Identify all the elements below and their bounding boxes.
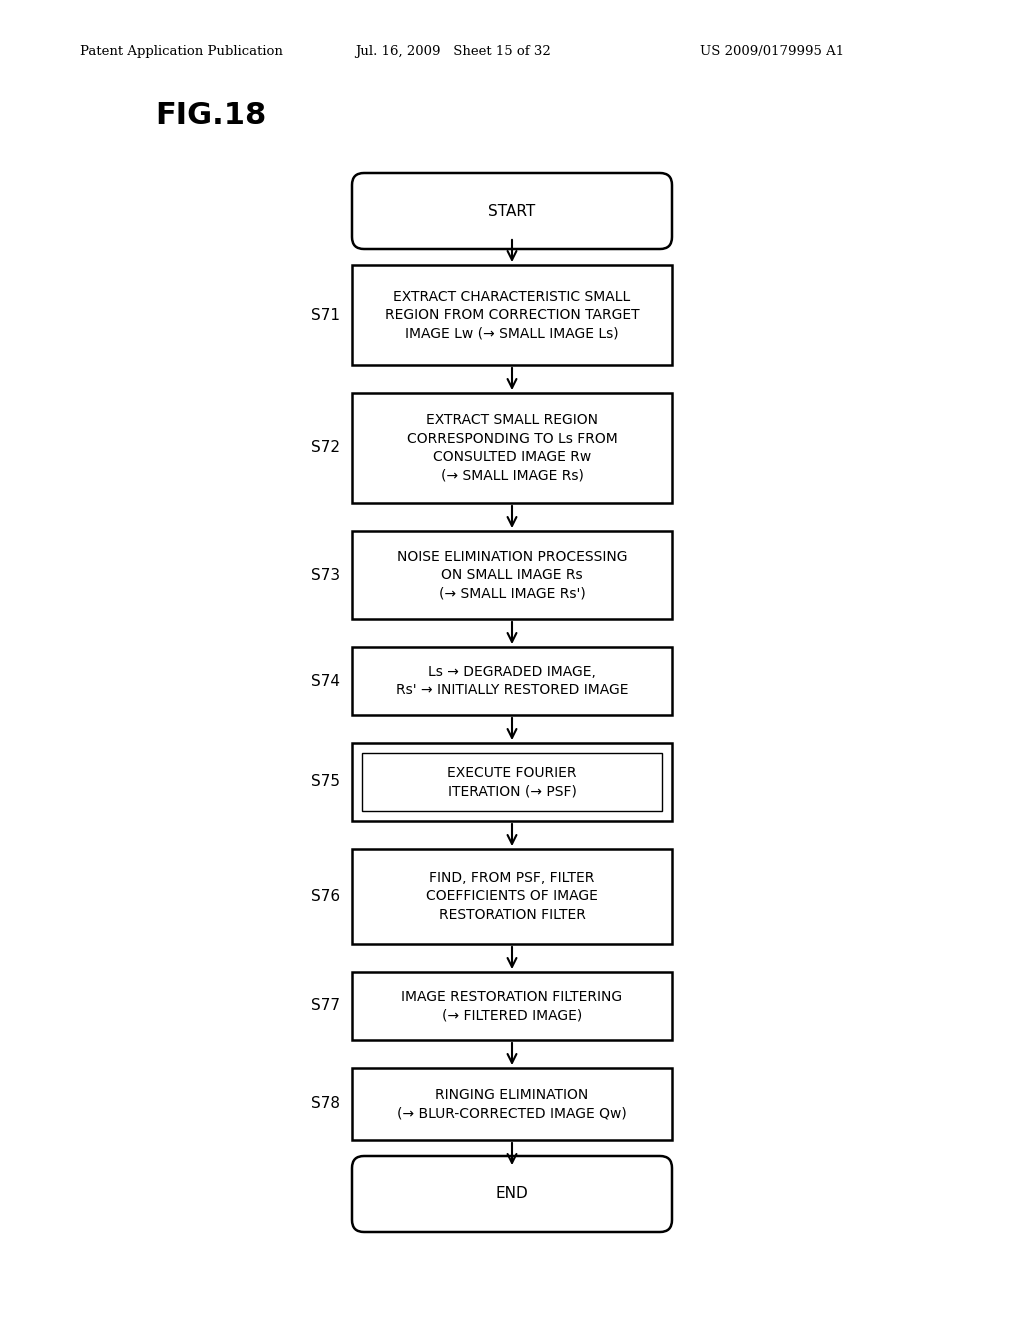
Text: Ls → DEGRADED IMAGE,
Rs' → INITIALLY RESTORED IMAGE: Ls → DEGRADED IMAGE, Rs' → INITIALLY RES… bbox=[395, 665, 629, 697]
Bar bbox=[352, 849, 672, 944]
Text: Jul. 16, 2009   Sheet 15 of 32: Jul. 16, 2009 Sheet 15 of 32 bbox=[355, 45, 551, 58]
Bar bbox=[352, 393, 672, 503]
Text: S71: S71 bbox=[311, 308, 340, 322]
Text: EXTRACT SMALL REGION
CORRESPONDING TO Ls FROM
CONSULTED IMAGE Rw
(→ SMALL IMAGE : EXTRACT SMALL REGION CORRESPONDING TO Ls… bbox=[407, 413, 617, 483]
Text: IMAGE RESTORATION FILTERING
(→ FILTERED IMAGE): IMAGE RESTORATION FILTERING (→ FILTERED … bbox=[401, 990, 623, 1022]
Text: US 2009/0179995 A1: US 2009/0179995 A1 bbox=[700, 45, 844, 58]
Text: RINGING ELIMINATION
(→ BLUR-CORRECTED IMAGE Qw): RINGING ELIMINATION (→ BLUR-CORRECTED IM… bbox=[397, 1088, 627, 1121]
Bar bbox=[352, 972, 672, 1040]
Text: S76: S76 bbox=[311, 888, 340, 904]
Text: S72: S72 bbox=[311, 441, 340, 455]
Text: NOISE ELIMINATION PROCESSING
ON SMALL IMAGE Rs
(→ SMALL IMAGE Rs'): NOISE ELIMINATION PROCESSING ON SMALL IM… bbox=[396, 549, 628, 601]
Text: EXECUTE FOURIER
ITERATION (→ PSF): EXECUTE FOURIER ITERATION (→ PSF) bbox=[447, 766, 577, 799]
Bar bbox=[352, 647, 672, 715]
Text: EXTRACT CHARACTERISTIC SMALL
REGION FROM CORRECTION TARGET
IMAGE Lw (→ SMALL IMA: EXTRACT CHARACTERISTIC SMALL REGION FROM… bbox=[385, 289, 639, 341]
Text: FIND, FROM PSF, FILTER
COEFFICIENTS OF IMAGE
RESTORATION FILTER: FIND, FROM PSF, FILTER COEFFICIENTS OF I… bbox=[426, 871, 598, 921]
Bar bbox=[362, 752, 662, 810]
Text: START: START bbox=[488, 203, 536, 219]
Text: FIG.18: FIG.18 bbox=[155, 100, 266, 129]
Text: S78: S78 bbox=[311, 1097, 340, 1111]
FancyBboxPatch shape bbox=[352, 1156, 672, 1232]
Bar bbox=[352, 1068, 672, 1140]
Text: S74: S74 bbox=[311, 673, 340, 689]
FancyBboxPatch shape bbox=[352, 173, 672, 249]
Text: Patent Application Publication: Patent Application Publication bbox=[80, 45, 283, 58]
Bar bbox=[352, 743, 672, 821]
Text: S77: S77 bbox=[311, 998, 340, 1014]
Text: S75: S75 bbox=[311, 775, 340, 789]
Bar bbox=[352, 531, 672, 619]
Text: END: END bbox=[496, 1187, 528, 1201]
Text: S73: S73 bbox=[311, 568, 340, 582]
Bar bbox=[352, 265, 672, 366]
